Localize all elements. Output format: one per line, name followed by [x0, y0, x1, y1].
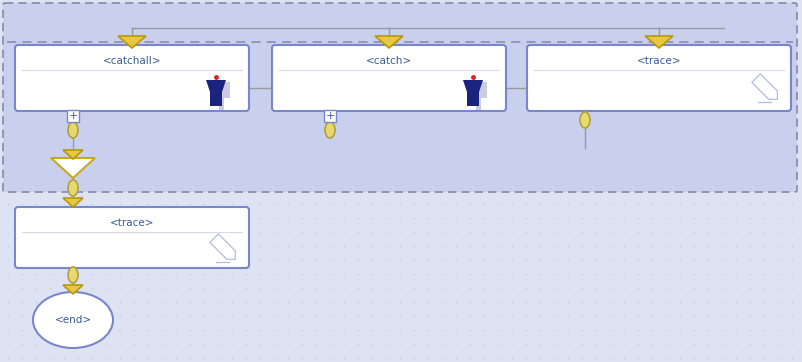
- Polygon shape: [219, 82, 230, 110]
- Text: <end>: <end>: [55, 315, 91, 325]
- Text: +: +: [68, 111, 78, 121]
- Polygon shape: [375, 36, 403, 48]
- Polygon shape: [206, 80, 226, 106]
- Polygon shape: [63, 198, 83, 207]
- Ellipse shape: [580, 112, 590, 128]
- Polygon shape: [63, 150, 83, 159]
- Polygon shape: [51, 158, 95, 178]
- Text: <trace>: <trace>: [637, 56, 681, 66]
- FancyBboxPatch shape: [272, 45, 506, 111]
- FancyBboxPatch shape: [324, 110, 336, 122]
- Ellipse shape: [325, 122, 335, 138]
- Text: <trace>: <trace>: [110, 218, 154, 228]
- Ellipse shape: [68, 122, 78, 138]
- FancyBboxPatch shape: [15, 207, 249, 268]
- Text: <catch>: <catch>: [366, 56, 412, 66]
- Text: <catchall>: <catchall>: [103, 56, 161, 66]
- Ellipse shape: [68, 267, 78, 283]
- Text: +: +: [326, 111, 334, 121]
- Polygon shape: [463, 80, 483, 106]
- FancyBboxPatch shape: [3, 3, 797, 192]
- FancyBboxPatch shape: [527, 45, 791, 111]
- Polygon shape: [645, 36, 673, 48]
- Ellipse shape: [33, 292, 113, 348]
- FancyBboxPatch shape: [67, 110, 79, 122]
- Polygon shape: [63, 285, 83, 294]
- Ellipse shape: [68, 180, 78, 196]
- Polygon shape: [118, 36, 146, 48]
- Polygon shape: [476, 82, 487, 110]
- FancyBboxPatch shape: [15, 45, 249, 111]
